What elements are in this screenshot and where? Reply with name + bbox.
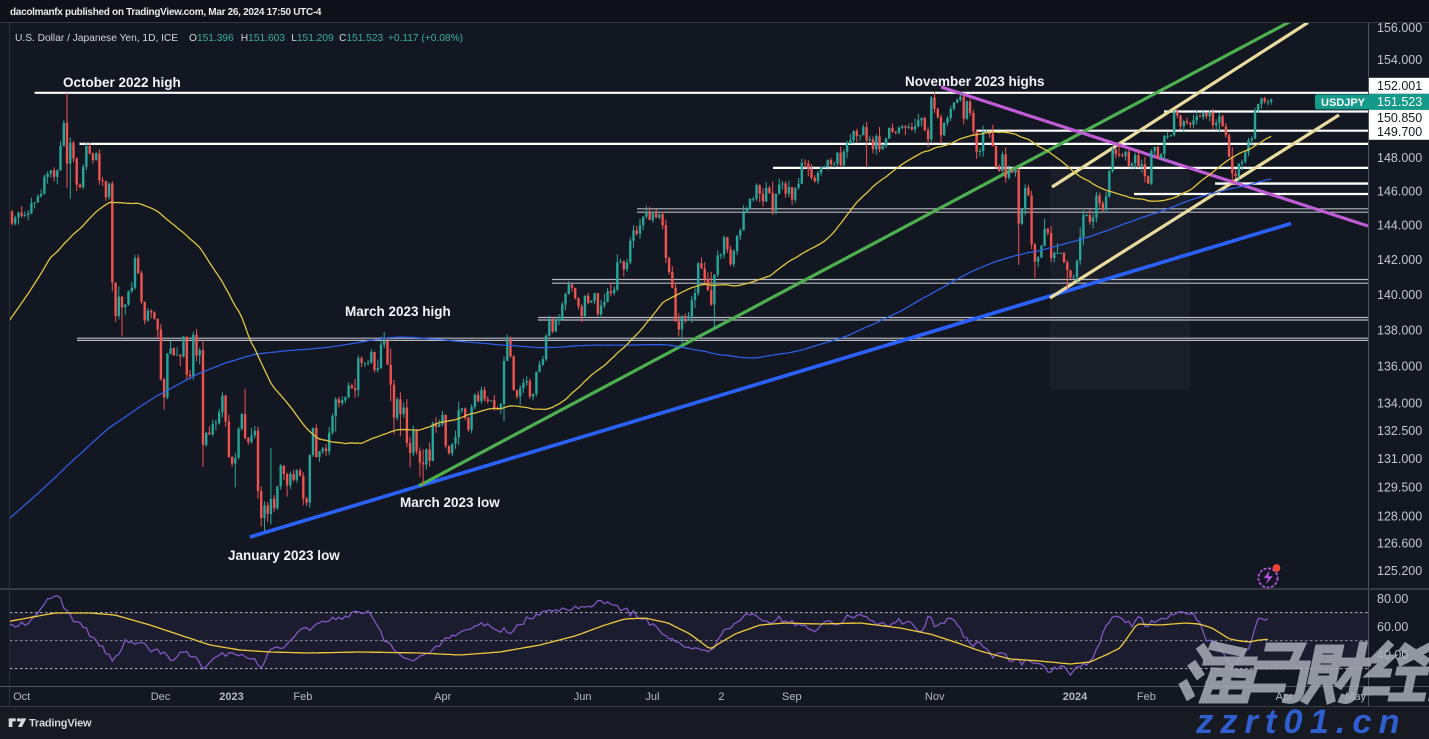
svg-text:March 2023 low: March 2023 low: [400, 495, 500, 510]
svg-text:January 2023 low: January 2023 low: [228, 548, 340, 563]
svg-text:Jun: Jun: [574, 691, 592, 703]
svg-text:154.000: 154.000: [1377, 53, 1422, 67]
svg-text:2024: 2024: [1063, 691, 1088, 703]
svg-text:60.00: 60.00: [1377, 620, 1408, 634]
svg-text:131.000: 131.000: [1377, 452, 1422, 466]
svg-text:USDJPY: USDJPY: [1321, 97, 1366, 109]
svg-text:144.000: 144.000: [1377, 219, 1422, 233]
svg-text:148.000: 148.000: [1377, 151, 1422, 165]
svg-text:2023: 2023: [219, 691, 243, 703]
svg-text:156.000: 156.000: [1377, 21, 1422, 35]
svg-text:November 2023 highs: November 2023 highs: [905, 74, 1045, 89]
svg-text:149.700: 149.700: [1377, 125, 1422, 139]
svg-text:U.S. Dollar / Japanese Yen, 1D: U.S. Dollar / Japanese Yen, 1D, ICE O151.…: [15, 33, 463, 44]
svg-text:146.000: 146.000: [1377, 185, 1422, 199]
svg-text:140.000: 140.000: [1377, 288, 1422, 302]
svg-text:Nov: Nov: [925, 691, 945, 703]
svg-text:zzrt01.cn: zzrt01.cn: [1195, 703, 1407, 739]
svg-text:128.000: 128.000: [1377, 509, 1422, 523]
svg-text:138.000: 138.000: [1377, 324, 1422, 338]
svg-text:136.000: 136.000: [1377, 360, 1422, 374]
svg-text:March 2023 high: March 2023 high: [345, 304, 451, 319]
svg-text:October 2022 high: October 2022 high: [63, 75, 181, 90]
svg-text:152.001: 152.001: [1377, 79, 1422, 93]
svg-text:Jul: Jul: [645, 691, 659, 703]
svg-text:132.500: 132.500: [1377, 424, 1422, 438]
svg-text:Feb: Feb: [1137, 691, 1156, 703]
svg-text:80.00: 80.00: [1377, 592, 1408, 606]
svg-text:Sep: Sep: [782, 691, 802, 703]
svg-text:Oct: Oct: [13, 691, 30, 703]
svg-text:125.200: 125.200: [1377, 564, 1422, 578]
svg-text:TradingView: TradingView: [29, 718, 92, 730]
svg-text:2: 2: [718, 691, 724, 703]
svg-text:134.000: 134.000: [1377, 396, 1422, 410]
svg-text:142.000: 142.000: [1377, 253, 1422, 267]
svg-text:Apr: Apr: [434, 691, 451, 703]
svg-text:129.500: 129.500: [1377, 481, 1422, 495]
svg-text:Dec: Dec: [151, 691, 171, 703]
svg-text:151.523: 151.523: [1377, 95, 1422, 109]
svg-text:150.850: 150.850: [1377, 111, 1422, 125]
svg-text:dacolmanfx published on Tradin: dacolmanfx published on TradingView.com,…: [10, 7, 322, 18]
svg-text:Feb: Feb: [293, 691, 312, 703]
svg-text:126.600: 126.600: [1377, 537, 1422, 551]
